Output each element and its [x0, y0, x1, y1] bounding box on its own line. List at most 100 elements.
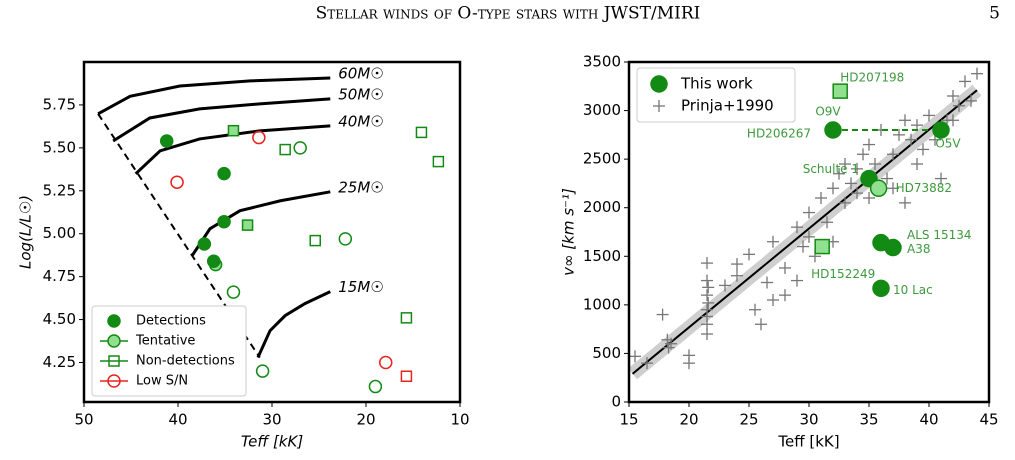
- data-point: [665, 337, 677, 350]
- legend-label: Detections: [136, 314, 206, 329]
- point-label: Schulte 1: [803, 162, 859, 176]
- data-point: [701, 328, 713, 340]
- y-tick-label: 2500: [583, 150, 621, 168]
- data-point: [641, 357, 653, 370]
- data-point: [917, 143, 929, 156]
- running-title: Stellar winds of O-type stars with JWST/…: [316, 4, 701, 24]
- y-tick-label: 4.75: [43, 267, 76, 285]
- evolution-track: [256, 290, 331, 359]
- y-axis-label: v∞ [km s⁻¹]: [560, 188, 578, 276]
- evolution-track: [134, 124, 331, 175]
- y-tick-label: 4.50: [43, 310, 76, 328]
- data-point: [832, 83, 848, 99]
- track-label: 25M☉: [338, 178, 383, 196]
- point-label: A38: [907, 242, 930, 256]
- data-point: [170, 175, 184, 189]
- data-point: [217, 214, 231, 229]
- data-point: [827, 182, 839, 195]
- data-point: [159, 134, 174, 148]
- point-label: ALS 15134: [907, 228, 972, 242]
- data-point: [701, 289, 713, 302]
- data-point: [911, 158, 923, 170]
- data-point: [839, 158, 851, 170]
- evolution-track: [97, 76, 331, 116]
- data-point: [206, 254, 221, 268]
- x-tick-label: 30: [262, 411, 281, 429]
- data-point: [863, 138, 875, 151]
- point-label: O9V: [815, 105, 841, 119]
- track-label: 40M☉: [338, 112, 383, 130]
- data-point: [965, 94, 977, 107]
- data-point: [869, 179, 888, 198]
- y-tick-label: 0: [611, 393, 621, 411]
- x-tick-label: 25: [739, 411, 758, 429]
- y-tick-label: 5.75: [43, 95, 76, 113]
- data-point: [255, 364, 270, 378]
- data-point: [845, 177, 857, 190]
- data-point: [731, 258, 743, 271]
- evolution-track: [112, 97, 331, 143]
- data-point: [869, 158, 881, 170]
- data-point: [656, 308, 669, 321]
- data-point: [899, 114, 911, 127]
- x-tick-label: 35: [859, 411, 878, 429]
- data-point: [400, 370, 413, 382]
- y-tick-label: 1000: [583, 295, 621, 313]
- data-point: [899, 196, 911, 209]
- x-tick-label: 20: [679, 411, 698, 429]
- data-point: [702, 296, 715, 309]
- data-point: [803, 230, 815, 243]
- data-point: [959, 75, 971, 88]
- legend-label: Non-detections: [136, 354, 235, 369]
- data-point: [279, 143, 291, 156]
- data-point: [803, 206, 815, 219]
- legend-label: This work: [680, 75, 753, 93]
- data-point: [226, 285, 241, 299]
- data-point: [833, 167, 845, 180]
- x-axis-label: Teff [kK]: [777, 433, 839, 451]
- x-tick-label: 40: [168, 411, 187, 429]
- data-point: [935, 172, 947, 185]
- data-point: [701, 257, 713, 270]
- data-point: [863, 192, 875, 204]
- point-label: O5V: [935, 137, 961, 151]
- data-point: [227, 124, 240, 137]
- axes-frame: [627, 60, 991, 404]
- data-point: [217, 166, 231, 181]
- legend-marker: [107, 374, 121, 388]
- data-point: [197, 237, 212, 251]
- data-point: [791, 221, 803, 234]
- legend-label: Low S/N: [136, 374, 188, 389]
- data-point: [857, 148, 869, 161]
- annotation: HD206267: [747, 127, 811, 141]
- data-point: [629, 350, 641, 363]
- data-point: [432, 155, 445, 168]
- y-axis-label: Log(L/L☉): [17, 195, 35, 269]
- data-point: [683, 357, 695, 370]
- x-tick-label: 10: [450, 411, 469, 429]
- legend-box: [91, 305, 247, 397]
- y-tick-label: 3500: [583, 53, 621, 71]
- data-point: [923, 109, 935, 122]
- data-point: [731, 269, 743, 282]
- data-point: [815, 192, 827, 204]
- legend-marker: [107, 334, 121, 348]
- data-point: [797, 240, 809, 253]
- x-tick-label: 50: [74, 411, 93, 429]
- y-tick-label: 2000: [583, 198, 621, 216]
- track-label: 15M☉: [338, 278, 383, 296]
- track-label: 50M☉: [338, 85, 383, 103]
- data-point: [851, 162, 863, 175]
- data-point: [881, 172, 893, 185]
- data-point: [241, 219, 254, 231]
- data-point: [887, 148, 899, 161]
- axes-frame: [82, 60, 462, 404]
- data-point: [872, 279, 890, 298]
- y-tick-label: 500: [592, 344, 621, 362]
- data-point: [702, 281, 715, 294]
- x-tick-label: 15: [619, 411, 638, 429]
- data-point: [851, 187, 863, 200]
- y-tick-label: 4.25: [43, 353, 76, 371]
- x-tick-label: 40: [919, 411, 938, 429]
